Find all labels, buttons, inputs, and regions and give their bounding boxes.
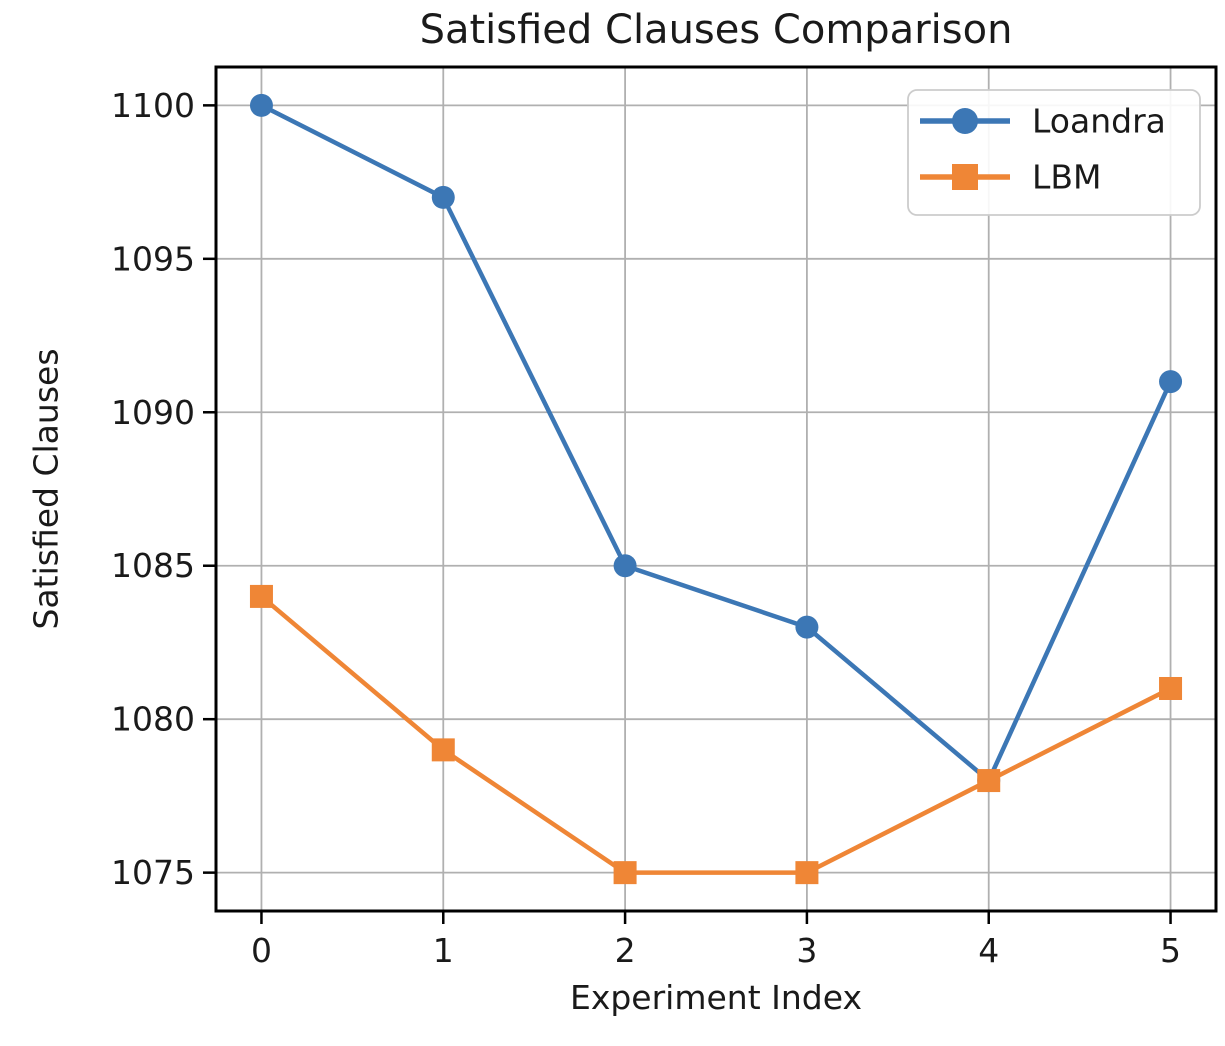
series-line-loandra: [259, 103, 1173, 783]
legend-marker-circle: [952, 108, 978, 134]
x-tick-label: 0: [251, 931, 272, 970]
legend-label: LBM: [1032, 158, 1102, 197]
data-point-loandra: [613, 554, 637, 578]
axes-spines: [214, 65, 1218, 913]
x-tick-label: 1: [433, 931, 454, 970]
data-point-loandra: [431, 185, 455, 209]
x-axis-label: Experiment Index: [569, 978, 862, 1017]
x-tick-label: 2: [615, 931, 636, 970]
legend-marker-square: [952, 164, 978, 190]
chart-title: Satisfied Clauses Comparison: [419, 7, 1013, 53]
y-tick-label: 1090: [111, 393, 195, 432]
y-tick-label: 1095: [111, 239, 195, 278]
x-tick-label: 3: [796, 931, 817, 970]
data-point-lbm: [795, 861, 819, 885]
y-tick-label: 1085: [111, 546, 195, 585]
legend-label: Loandra: [1032, 102, 1166, 141]
y-tick-label: 1080: [111, 700, 195, 739]
y-tick-label: 1100: [111, 86, 195, 125]
data-point-loandra: [249, 93, 273, 117]
series-line-lbm: [259, 594, 1173, 875]
x-tick-label: 4: [978, 931, 999, 970]
data-point-lbm: [1159, 676, 1183, 700]
data-point-lbm: [249, 584, 273, 608]
y-tick-label: 1075: [111, 853, 195, 892]
data-point-lbm: [977, 769, 1001, 793]
data-point-loandra: [795, 615, 819, 639]
data-point-lbm: [431, 738, 455, 762]
data-point-loandra: [1159, 370, 1183, 394]
x-tick-label: 5: [1160, 931, 1181, 970]
data-point-lbm: [613, 861, 637, 885]
